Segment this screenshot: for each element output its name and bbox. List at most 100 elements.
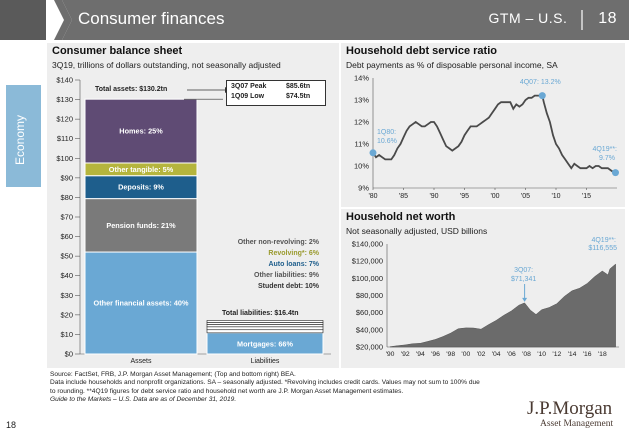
- balance-sheet-title: Consumer balance sheet: [52, 45, 183, 57]
- debt-service-title: Household debt service ratio: [346, 45, 497, 57]
- x-tick-label: '15: [582, 193, 591, 200]
- y-tick-label: 14%: [354, 74, 369, 83]
- y-tick-label: $60: [60, 232, 73, 241]
- total-assets-label: Total assets: $130.2tn: [95, 86, 168, 93]
- annotation-label: 4Q19**:: [592, 146, 617, 153]
- annotation-arrowhead: [522, 297, 528, 302]
- footnote-rounding: to rounding. **4Q19 figures for debt ser…: [50, 387, 404, 395]
- annotation-marker: [369, 149, 377, 157]
- x-tick-label: '10: [537, 351, 546, 358]
- x-tick-label: '96: [431, 351, 440, 358]
- y-tick-label: $120: [56, 115, 73, 124]
- x-tick-label: '92: [401, 351, 410, 358]
- y-tick-label: $40: [60, 271, 73, 280]
- balance-sheet-subtitle: 3Q19, trillions of dollars outstanding, …: [52, 60, 281, 70]
- y-tick-label: $120,000: [352, 257, 383, 266]
- x-tick-label: '04: [492, 351, 501, 358]
- page-number: 18: [598, 10, 617, 27]
- x-category-label: Liabilities: [251, 358, 280, 365]
- y-tick-label: $30: [60, 291, 73, 300]
- footnotes: Source: FactSet, FRB, J.P. Morgan Asset …: [50, 371, 520, 404]
- peak-label: 3Q07 Peak: [231, 83, 267, 90]
- source-tag: GTM – U.S.: [488, 10, 568, 26]
- brand-logo: J.P.Morgan: [527, 398, 613, 419]
- y-tick-label: 12%: [354, 118, 369, 127]
- y-tick-label: $100: [56, 154, 73, 163]
- header-decoration: [0, 0, 629, 40]
- x-tick-label: '02: [477, 351, 486, 358]
- debt-service-panel: [341, 43, 625, 207]
- x-tick-label: '00: [490, 193, 499, 200]
- annotation-label: 10.6%: [377, 138, 397, 145]
- liability-small-label: Other liabilities: 9%: [254, 272, 320, 279]
- low-value: $74.5tn: [286, 93, 311, 100]
- footnote-source: Source: FactSet, FRB, J.P. Morgan Asset …: [50, 371, 296, 378]
- asset-segment-label: Pension funds: 21%: [106, 221, 176, 230]
- liability-sliver: [206, 329, 324, 334]
- x-tick-label: '18: [598, 351, 607, 358]
- y-tick-label: $140,000: [352, 240, 383, 249]
- x-tick-label: '16: [583, 351, 592, 358]
- y-tick-label: 13%: [354, 96, 369, 105]
- x-tick-label: '08: [522, 351, 531, 358]
- balance-sheet-chart: $0 $10 $20 $30 $40 $50 $60 $70 $80 $90 $100 $110 $12…: [56, 76, 331, 365]
- y-tick-label: $70: [60, 213, 73, 222]
- net-worth-area: [389, 263, 616, 348]
- x-tick-label: '00: [461, 351, 470, 358]
- debt-service-subtitle: Debt payments as % of disposable persona…: [346, 60, 558, 70]
- y-tick-label: $20: [60, 310, 73, 319]
- annotation-label: 3Q07:: [514, 267, 533, 274]
- liability-sliver: [206, 324, 324, 328]
- x-tick-label: '98: [446, 351, 455, 358]
- x-tick-label: '95: [460, 193, 469, 200]
- header-bar: Consumer finances GTM – U.S. 18: [0, 0, 629, 40]
- y-tick-label: $140: [56, 76, 73, 85]
- y-tick-label: $20,000: [356, 343, 383, 352]
- brand-subtitle: Asset Management: [540, 419, 614, 429]
- net-worth-title: Household net worth: [346, 211, 456, 223]
- x-tick-label: '05: [521, 193, 530, 200]
- low-label: 1Q09 Low: [231, 93, 265, 100]
- y-tick-label: $110: [57, 134, 73, 143]
- page-meta: GTM – U.S. 18: [489, 10, 617, 28]
- net-worth-chart: $20,000 $40,000 $60,000 $80,000 $100,000 $120…: [352, 237, 619, 358]
- x-tick-label: '85: [399, 193, 408, 200]
- y-tick-label: 10%: [354, 162, 369, 171]
- annotation-marker: [538, 92, 546, 100]
- annotation-label: 4Q07: 13.2%: [520, 79, 561, 86]
- debt-service-line: [372, 94, 616, 174]
- annotation-label: $116,555: [588, 245, 617, 252]
- annotation-label: 1Q80:: [377, 129, 396, 136]
- footer-page-number: 18: [6, 420, 17, 430]
- liability-small-label: Auto loans: 7%: [268, 261, 319, 268]
- peak-low-box: [226, 80, 326, 106]
- y-tick-label: $130: [56, 95, 73, 104]
- y-tick-label: $40,000: [356, 325, 383, 334]
- peak-value: $85.6tn: [286, 83, 311, 90]
- x-tick-label: '10: [551, 193, 560, 200]
- annotation-marker: [611, 169, 619, 177]
- asset-segment-label: Homes: 25%: [119, 127, 163, 136]
- y-tick-label: 9%: [358, 184, 369, 193]
- liability-segment-label: Mortgages: 66%: [237, 339, 293, 348]
- annotation-label: $71,341: [511, 276, 536, 283]
- y-tick-label: $80: [60, 193, 73, 202]
- section-tab-label: Economy: [13, 114, 27, 165]
- y-tick-label: $10: [60, 330, 73, 339]
- x-category-label: Assets: [130, 358, 152, 365]
- page-title: Consumer finances: [78, 9, 225, 28]
- x-tick-label: '14: [568, 351, 577, 358]
- liability-small-label: Other non-revolving: 2%: [238, 239, 320, 246]
- section-tab[interactable]: Economy: [6, 85, 41, 187]
- asset-segment: [84, 251, 198, 355]
- x-tick-label: '90: [386, 351, 395, 358]
- asset-segment-label: Deposits: 9%: [118, 183, 164, 192]
- annotation-label: 4Q19**:: [591, 237, 616, 244]
- y-tick-label: $0: [65, 350, 73, 359]
- y-tick-label: $60,000: [356, 308, 383, 317]
- annotation-label: 9.7%: [599, 155, 615, 162]
- debt-service-chart: 9% 10% 11% 12% 13% 14% '80 '85 '90 '95 '00 '05 '10 '1…: [354, 74, 619, 200]
- footnote-guide: Guide to the Markets – U.S. Data are as …: [50, 395, 237, 403]
- y-tick-label: $50: [60, 252, 73, 261]
- x-tick-label: '80: [368, 193, 377, 200]
